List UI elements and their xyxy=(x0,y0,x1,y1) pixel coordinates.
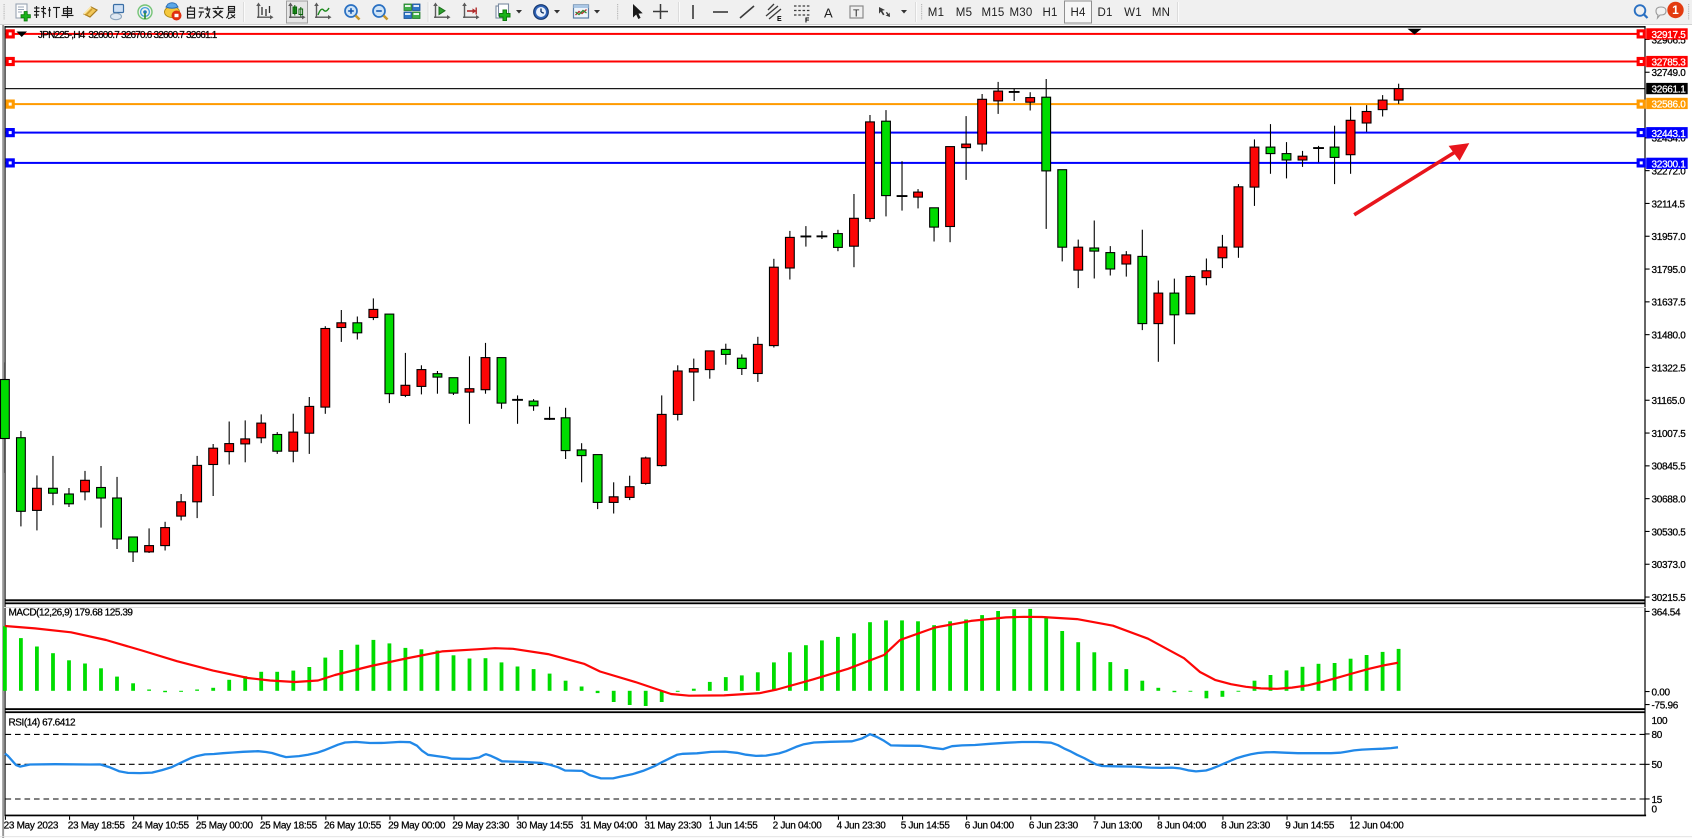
svg-text:-75.96: -75.96 xyxy=(1652,700,1679,711)
svg-text:4 Jun 23:30: 4 Jun 23:30 xyxy=(837,821,887,832)
svg-text:32749.0: 32749.0 xyxy=(1652,68,1687,79)
svg-text:31322.5: 31322.5 xyxy=(1652,363,1687,374)
svg-text:25 May 18:55: 25 May 18:55 xyxy=(260,821,318,832)
svg-text:M15: M15 xyxy=(982,7,1005,19)
svg-text:MN: MN xyxy=(1152,7,1170,19)
svg-text:0: 0 xyxy=(1652,805,1658,816)
svg-text:M30: M30 xyxy=(1010,7,1033,19)
svg-text:H4: H4 xyxy=(1070,7,1086,19)
svg-text:23 May 2023: 23 May 2023 xyxy=(4,821,59,832)
svg-text:6 Jun 04:00: 6 Jun 04:00 xyxy=(965,821,1015,832)
svg-text:A: A xyxy=(824,6,833,21)
svg-text:30 May 14:55: 30 May 14:55 xyxy=(516,821,574,832)
svg-text:80: 80 xyxy=(1652,730,1663,741)
svg-text:31007.5: 31007.5 xyxy=(1652,429,1687,440)
svg-text:M5: M5 xyxy=(956,7,972,19)
svg-text:M1: M1 xyxy=(928,7,944,19)
svg-text:D1: D1 xyxy=(1097,7,1112,19)
svg-text:29 May 00:00: 29 May 00:00 xyxy=(388,821,446,832)
svg-text:31637.5: 31637.5 xyxy=(1652,298,1687,309)
svg-text:F: F xyxy=(805,18,810,25)
svg-text:32300.1: 32300.1 xyxy=(1652,159,1687,170)
svg-text:2 Jun 04:00: 2 Jun 04:00 xyxy=(773,821,823,832)
svg-text:0.00: 0.00 xyxy=(1652,687,1671,698)
svg-text:32917.5: 32917.5 xyxy=(1652,30,1687,41)
svg-text:32443.1: 32443.1 xyxy=(1652,129,1687,140)
svg-text:50: 50 xyxy=(1652,760,1663,771)
svg-text:W1: W1 xyxy=(1124,7,1142,19)
svg-text:30845.5: 30845.5 xyxy=(1652,462,1687,473)
svg-text:15: 15 xyxy=(1652,795,1663,806)
svg-text:31 May 04:00: 31 May 04:00 xyxy=(580,821,638,832)
svg-text:31165.0: 31165.0 xyxy=(1652,396,1686,407)
svg-text:31957.0: 31957.0 xyxy=(1652,232,1687,243)
svg-text:26 May 10:55: 26 May 10:55 xyxy=(324,821,382,832)
svg-text:100: 100 xyxy=(1652,716,1669,727)
svg-text:5 Jun 14:55: 5 Jun 14:55 xyxy=(901,821,951,832)
svg-text:MACD(12,26,9) 179.68 125.39: MACD(12,26,9) 179.68 125.39 xyxy=(9,608,134,619)
svg-text:29 May 23:30: 29 May 23:30 xyxy=(452,821,510,832)
svg-text:H1: H1 xyxy=(1042,7,1057,19)
svg-text:32434.0: 32434.0 xyxy=(1652,134,1687,145)
svg-text:25 May 00:00: 25 May 00:00 xyxy=(196,821,254,832)
svg-text:32114.5: 32114.5 xyxy=(1652,199,1686,210)
svg-text:31480.0: 31480.0 xyxy=(1652,331,1687,342)
svg-text:1 Jun 14:55: 1 Jun 14:55 xyxy=(709,821,759,832)
svg-text:32785.3: 32785.3 xyxy=(1652,58,1687,69)
svg-text:RSI(14) 67.6412: RSI(14) 67.6412 xyxy=(9,718,77,729)
svg-text:32661.1: 32661.1 xyxy=(1652,85,1687,96)
svg-text:32906.5: 32906.5 xyxy=(1652,35,1687,46)
svg-text:31 May 23:30: 31 May 23:30 xyxy=(644,821,702,832)
svg-text:32272.0: 32272.0 xyxy=(1652,167,1687,178)
svg-text:9 Jun 14:55: 9 Jun 14:55 xyxy=(1285,821,1335,832)
svg-text:7 Jun 13:00: 7 Jun 13:00 xyxy=(1093,821,1143,832)
svg-text:6 Jun 23:30: 6 Jun 23:30 xyxy=(1029,821,1079,832)
svg-text:32586.0: 32586.0 xyxy=(1652,100,1687,111)
svg-text:31795.0: 31795.0 xyxy=(1652,265,1687,276)
svg-text:8 Jun 23:30: 8 Jun 23:30 xyxy=(1221,821,1271,832)
svg-text:30215.5: 30215.5 xyxy=(1652,593,1687,604)
svg-text:24 May 10:55: 24 May 10:55 xyxy=(132,821,190,832)
svg-text:12 Jun 04:00: 12 Jun 04:00 xyxy=(1349,821,1404,832)
svg-text:30373.0: 30373.0 xyxy=(1652,560,1687,571)
svg-text:E: E xyxy=(777,16,782,23)
svg-text:30530.5: 30530.5 xyxy=(1652,527,1687,538)
svg-text:364.54: 364.54 xyxy=(1652,607,1682,618)
svg-text:T: T xyxy=(853,8,860,20)
svg-text:30688.0: 30688.0 xyxy=(1652,495,1687,506)
svg-text:23 May 18:55: 23 May 18:55 xyxy=(68,821,126,832)
svg-text:8 Jun 04:00: 8 Jun 04:00 xyxy=(1157,821,1207,832)
svg-text:JPN225-,H4 32600.7 32670.6 32: JPN225-,H4 32600.7 32670.6 32600.7 32661… xyxy=(38,30,218,41)
svg-text:1: 1 xyxy=(1672,3,1679,17)
